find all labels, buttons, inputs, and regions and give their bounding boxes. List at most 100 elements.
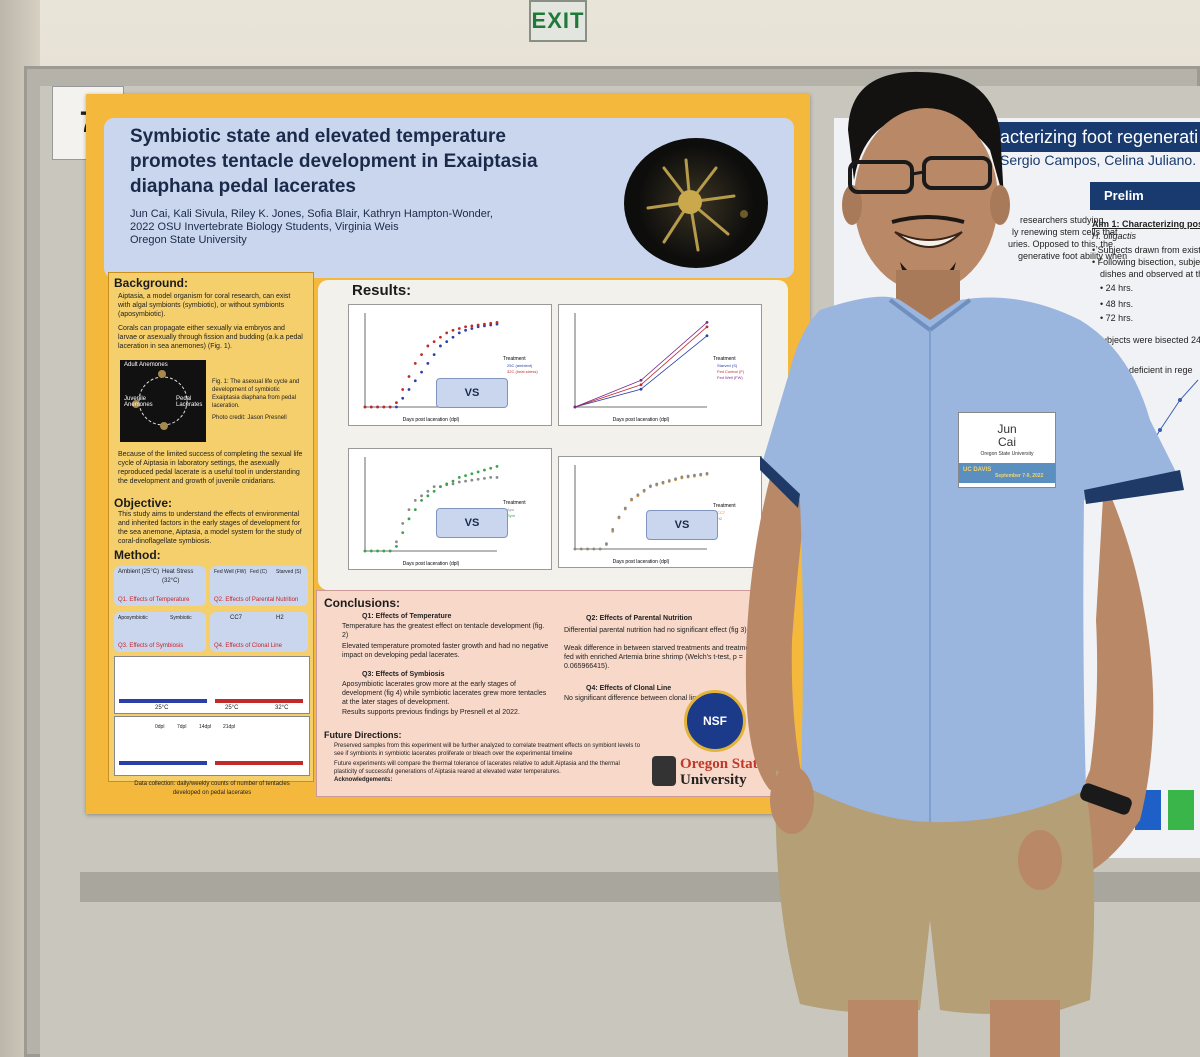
chart-legend-title: Treatment bbox=[503, 500, 526, 506]
chart-legend-title: Treatment bbox=[713, 356, 736, 362]
chart-point bbox=[470, 324, 474, 328]
chart-point bbox=[639, 383, 643, 387]
right-poster-line: ly renewing stem cells that bbox=[1012, 227, 1118, 237]
method-timeline-2: 0dpl 7dpl 14dpl 21dpl bbox=[114, 716, 310, 776]
chart-point bbox=[382, 405, 386, 409]
chart-point bbox=[573, 405, 577, 409]
chart-point bbox=[432, 353, 436, 357]
objective-heading: Objective: bbox=[114, 496, 173, 510]
chart-point bbox=[686, 474, 690, 478]
chart-point bbox=[457, 476, 461, 479]
method-q4-cc7: CC7 bbox=[230, 615, 243, 621]
chart-point bbox=[470, 327, 474, 330]
badge-name: Jun Cai bbox=[959, 423, 1055, 449]
method-q4-label: Q4. Effects of Clonal Line bbox=[214, 643, 282, 649]
chart-point bbox=[407, 388, 411, 391]
chart-point bbox=[495, 465, 499, 468]
chart-point bbox=[413, 379, 417, 383]
chart-point bbox=[639, 378, 643, 382]
chart-point bbox=[457, 327, 461, 330]
nsf-logo: NSF bbox=[684, 690, 746, 752]
timeline-21dpl: 21dpl bbox=[223, 724, 236, 730]
chart-point bbox=[439, 485, 442, 489]
chart-point bbox=[579, 547, 583, 551]
timeline-bar-heat bbox=[215, 699, 303, 703]
chart-point bbox=[388, 549, 392, 553]
chart-point bbox=[451, 335, 455, 339]
chart-point bbox=[680, 475, 684, 479]
timeline-bar-heat-2 bbox=[215, 761, 303, 765]
chart-point bbox=[457, 480, 461, 484]
background-heading: Background: bbox=[114, 276, 189, 290]
timeline-temp-2: 25°C bbox=[225, 705, 239, 711]
chart-svg: Days post laceration (dpl) TreatmentStarv… bbox=[573, 313, 745, 423]
chart-point bbox=[476, 470, 480, 474]
chart-point bbox=[401, 388, 405, 391]
q1-bullet-2: Elevated temperature promoted faster gro… bbox=[342, 643, 549, 659]
conclusions-panel bbox=[316, 590, 774, 797]
exit-sign: EXIT bbox=[529, 0, 587, 42]
poster-title-line1: Symbiotic state and elevated temperature bbox=[130, 126, 506, 147]
chart-point bbox=[489, 466, 493, 470]
chart-point bbox=[464, 328, 467, 332]
q2-heading: Q2: Effects of Parental Nutrition bbox=[586, 615, 693, 622]
vs-comparison-box: VS bbox=[436, 508, 508, 538]
authors-line3: Oregon State University bbox=[130, 234, 247, 246]
chart-point bbox=[483, 476, 486, 480]
right-poster-bar-green bbox=[1168, 790, 1194, 830]
chart-point bbox=[470, 472, 474, 476]
chart-point bbox=[445, 331, 449, 335]
chart-point bbox=[705, 325, 709, 329]
chart-point bbox=[661, 480, 665, 484]
anemone-photo bbox=[624, 138, 768, 268]
chart-point bbox=[445, 482, 449, 486]
background-bullet-2: Corals can propagate either sexually via… bbox=[118, 325, 303, 350]
fig1-caption: Fig. 1: The asexual life cycle and devel… bbox=[212, 379, 300, 409]
chart-point bbox=[623, 506, 627, 510]
chart-point bbox=[483, 468, 486, 472]
badge-org: Oregon State University bbox=[980, 451, 1034, 457]
chart-point bbox=[395, 401, 398, 405]
chart-point bbox=[699, 472, 703, 476]
badge-date: September 7-9, 2022 bbox=[995, 473, 1044, 479]
fig1-label-adult: Adult Anemones bbox=[124, 362, 168, 368]
q2-bullet-2: Weak difference in between starved treat… bbox=[564, 645, 759, 670]
future-bullet-2: Future experiments will compare the ther… bbox=[334, 761, 620, 775]
chart-point bbox=[592, 547, 596, 551]
fig1-label-pedal: Pedal Lacerates bbox=[176, 396, 203, 408]
method-q2-fedwell: Fed Well (FW) bbox=[214, 569, 247, 575]
chart-legend-entry: CC7 bbox=[717, 510, 726, 515]
chart-xlabel: Days post laceration (dpl) bbox=[403, 561, 460, 567]
exit-sign-text: EXIT bbox=[531, 8, 585, 33]
chart-point bbox=[636, 493, 640, 497]
chart-point bbox=[420, 494, 423, 498]
chart-point bbox=[489, 476, 493, 479]
chart-point bbox=[573, 547, 577, 551]
right-poster-line: • 48 hrs. bbox=[1100, 299, 1134, 309]
chart-point bbox=[401, 531, 405, 535]
acknowledgements-heading: Acknowledgements: bbox=[334, 777, 393, 783]
chart-point bbox=[401, 396, 405, 400]
chart-point bbox=[426, 494, 430, 498]
badge-last-name: Cai bbox=[997, 435, 1016, 449]
chart-point bbox=[451, 479, 455, 483]
right-poster-section: Prelim bbox=[1090, 182, 1200, 210]
chart-point bbox=[693, 473, 696, 477]
method-q1-heat: Heat Stress (32°C) bbox=[162, 569, 194, 584]
chart-point bbox=[464, 474, 467, 477]
chart-point bbox=[395, 405, 398, 409]
chart-point bbox=[420, 499, 423, 502]
chart-point bbox=[395, 540, 398, 544]
right-poster-line: • Subjects drawn from existing stock c bbox=[1092, 245, 1200, 255]
q2-bullet-1: Differential parental nutrition had no s… bbox=[564, 627, 747, 634]
chart-point bbox=[457, 331, 461, 335]
chart-point bbox=[407, 517, 411, 521]
vs-comparison-box: VS bbox=[646, 510, 718, 540]
chart-point bbox=[401, 522, 405, 525]
chart-point bbox=[483, 322, 486, 326]
poster-title: Symbiotic state and elevated temperature… bbox=[130, 124, 620, 199]
chart-point bbox=[649, 484, 652, 488]
data-collection-note: Data collection: daily/weekly counts of … bbox=[134, 781, 290, 796]
